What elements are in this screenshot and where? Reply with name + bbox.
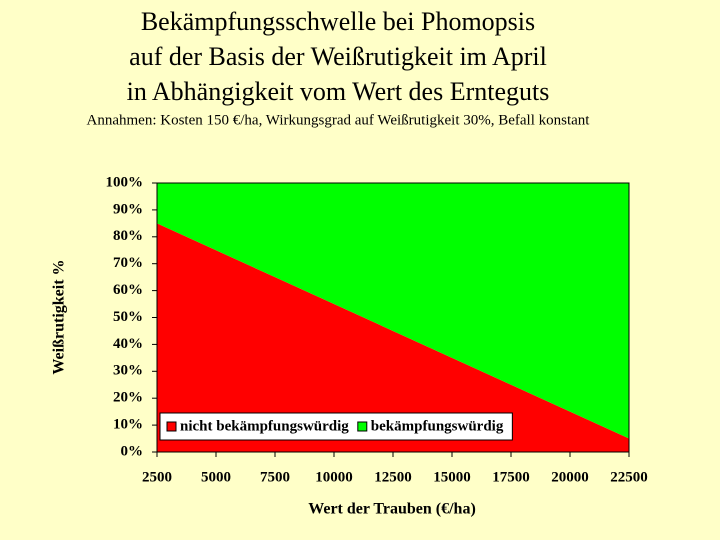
x-axis-label: Wert der Trauben (€/ha) bbox=[308, 501, 476, 518]
y-tick-label: 10% bbox=[113, 417, 143, 433]
legend-label: bekämpfungswürdig bbox=[371, 418, 504, 434]
y-tick-label: 70% bbox=[113, 255, 143, 271]
legend bbox=[159, 412, 513, 441]
x-tick-label: 22500 bbox=[610, 469, 648, 485]
chart-title: auf der Basis der Weißrutigkeit im April bbox=[129, 42, 547, 71]
legend-swatch bbox=[357, 421, 368, 432]
y-axis-label: Weißrutigkeit % bbox=[51, 259, 68, 374]
y-tick-label: 60% bbox=[113, 282, 143, 298]
chart-title: Bekämpfungsschwelle bei Phomopsis bbox=[141, 7, 535, 36]
y-tick-label: 100% bbox=[106, 174, 144, 190]
legend-label: nicht bekämpfungswürdig bbox=[180, 418, 349, 434]
x-tick-label: 12500 bbox=[374, 469, 412, 485]
y-tick-label: 80% bbox=[113, 228, 143, 244]
x-tick-label: 5000 bbox=[201, 469, 231, 485]
y-tick-label: 40% bbox=[113, 336, 143, 352]
x-tick-label: 15000 bbox=[433, 469, 471, 485]
y-tick-label: 0% bbox=[121, 443, 144, 459]
chart-subtitle: Annahmen: Kosten 150 €/ha, Wirkungsgrad … bbox=[87, 112, 591, 128]
chart-title: in Abhängigkeit vom Wert des Ernteguts bbox=[127, 77, 550, 106]
y-tick-label: 30% bbox=[113, 363, 143, 379]
area bbox=[157, 183, 629, 439]
y-tick-label: 50% bbox=[113, 309, 143, 325]
x-tick-label: 17500 bbox=[492, 469, 530, 485]
y-tick-label: 20% bbox=[113, 390, 143, 406]
area bbox=[157, 223, 629, 452]
x-tick-label: 2500 bbox=[142, 469, 172, 485]
x-tick-label: 7500 bbox=[260, 469, 290, 485]
x-tick-label: 20000 bbox=[551, 469, 589, 485]
legend-swatch bbox=[166, 421, 177, 432]
x-tick-label: 10000 bbox=[315, 469, 353, 485]
y-tick-label: 90% bbox=[113, 201, 143, 217]
